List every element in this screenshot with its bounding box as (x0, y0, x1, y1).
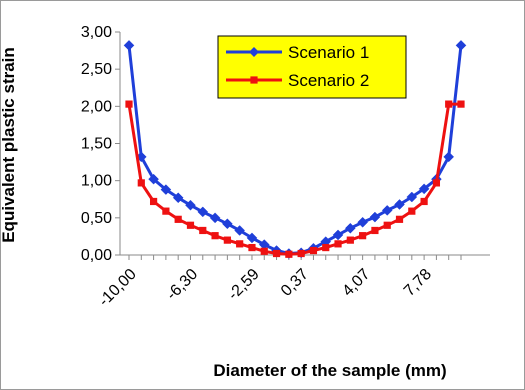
data-point-series-2 (272, 249, 281, 258)
data-point-series-2 (383, 221, 391, 229)
series-layer (123, 40, 467, 259)
data-point-series-1 (209, 212, 221, 224)
y-tick-label: 1,50 (81, 136, 112, 153)
data-point-series-1 (148, 173, 159, 185)
data-point-series-1 (160, 184, 172, 195)
data-point-series-2 (125, 100, 133, 108)
data-point-series-1 (418, 183, 430, 195)
data-point-series-2 (137, 179, 145, 187)
data-point-series-2 (346, 236, 354, 244)
data-point-series-2 (260, 247, 268, 255)
data-point-series-1 (123, 40, 135, 51)
data-point-series-1 (222, 218, 233, 230)
data-point-series-1 (197, 206, 209, 218)
data-point-series-1 (394, 199, 405, 210)
x-axis-title: Diameter of the sample (mm) (213, 361, 446, 380)
legend: Scenario 1 Scenario 2 (217, 35, 407, 99)
y-tick-label: 2,00 (81, 98, 112, 115)
y-tick-label: 2,50 (81, 61, 112, 78)
data-point-series-1 (234, 225, 246, 236)
data-point-series-2 (211, 232, 219, 240)
data-point-series-1 (357, 216, 368, 228)
data-point-series-2 (199, 226, 207, 235)
data-point-series-1 (455, 40, 467, 51)
y-tick-label: 0,00 (81, 247, 112, 264)
data-point-series-2 (395, 215, 404, 223)
data-point-series-2 (162, 207, 170, 215)
data-point-series-1 (443, 151, 455, 163)
data-point-series-2 (309, 246, 318, 255)
data-point-series-2 (408, 207, 416, 215)
legend-label-2: Scenario 2 (288, 71, 369, 90)
data-point-series-2 (297, 249, 305, 258)
data-point-series-1 (332, 229, 344, 241)
data-point-series-2 (359, 232, 367, 240)
data-point-series-1 (381, 205, 393, 216)
data-point-series-2 (285, 250, 293, 258)
y-tick-label: 3,00 (81, 24, 112, 41)
data-point-series-1 (406, 191, 418, 203)
data-point-series-2 (322, 243, 330, 252)
legend-marker-1 (249, 47, 259, 57)
y-tick-label: 0,50 (81, 210, 112, 227)
data-point-series-2 (186, 221, 195, 229)
data-point-series-2 (371, 226, 379, 235)
y-tick-label: 1,00 (81, 173, 112, 190)
data-point-series-1 (246, 232, 258, 244)
data-point-series-2 (334, 240, 342, 248)
data-point-series-2 (236, 240, 244, 248)
data-point-series-2 (445, 100, 453, 108)
data-point-series-2 (432, 179, 441, 187)
data-point-series-1 (172, 192, 184, 204)
data-point-series-1 (344, 222, 356, 234)
data-point-series-2 (174, 215, 182, 223)
data-point-series-2 (248, 243, 256, 252)
legend-label-1: Scenario 1 (288, 43, 369, 62)
data-point-series-1 (185, 199, 196, 211)
series-line-2 (127, 102, 461, 256)
legend-marker-2 (250, 76, 258, 84)
data-point-series-2 (420, 197, 428, 206)
y-axis-title: Equivalent plastic strain (0, 47, 18, 243)
legend-box (217, 35, 407, 99)
data-point-series-2 (223, 236, 231, 244)
data-point-series-2 (149, 197, 158, 206)
data-point-series-2 (457, 100, 465, 108)
data-point-series-1 (369, 211, 381, 223)
